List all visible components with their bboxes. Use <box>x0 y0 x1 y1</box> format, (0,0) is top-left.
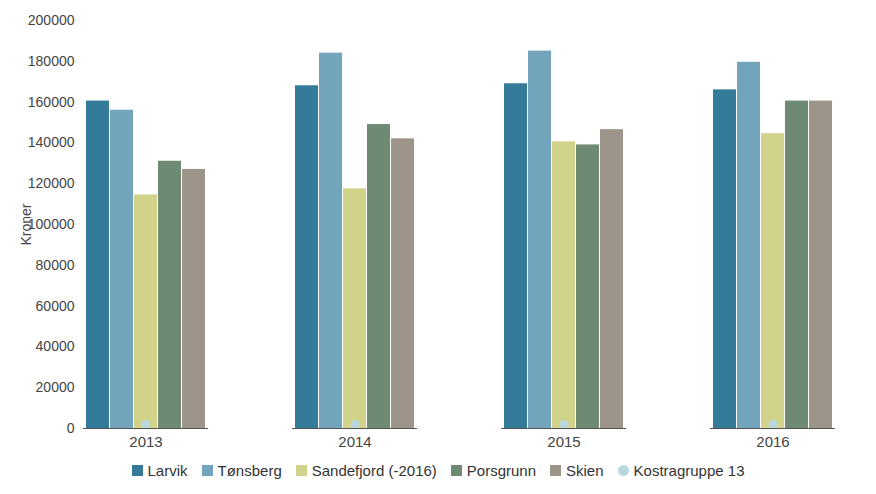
svg-text:60000: 60000 <box>36 298 75 314</box>
svg-text:80000: 80000 <box>36 257 75 273</box>
svg-text:20000: 20000 <box>36 379 75 395</box>
svg-text:100000: 100000 <box>28 216 75 232</box>
svg-text:160000: 160000 <box>28 94 75 110</box>
svg-text:2013: 2013 <box>129 433 162 450</box>
svg-text:200000: 200000 <box>28 12 75 28</box>
svg-text:2015: 2015 <box>547 433 580 450</box>
svg-text:2014: 2014 <box>338 433 371 450</box>
html-text:Larvik: Larvik <box>147 462 188 479</box>
svg-text:120000: 120000 <box>28 175 75 191</box>
svg-text:Kroner: Kroner <box>18 203 34 245</box>
svg-text:2016: 2016 <box>756 433 789 450</box>
html-text:Kostragruppe 13: Kostragruppe 13 <box>633 462 745 479</box>
html-text:Skien: Skien <box>566 462 604 479</box>
svg-text:180000: 180000 <box>28 53 75 69</box>
html-text:Sandefjord (-2016): Sandefjord (-2016) <box>311 462 437 479</box>
svg-text:0: 0 <box>67 420 75 436</box>
html-text:Tønsberg: Tønsberg <box>217 462 282 479</box>
svg-text:140000: 140000 <box>28 134 75 150</box>
svg-text:40000: 40000 <box>36 338 75 354</box>
html-text:Porsgrunn: Porsgrunn <box>466 462 536 479</box>
